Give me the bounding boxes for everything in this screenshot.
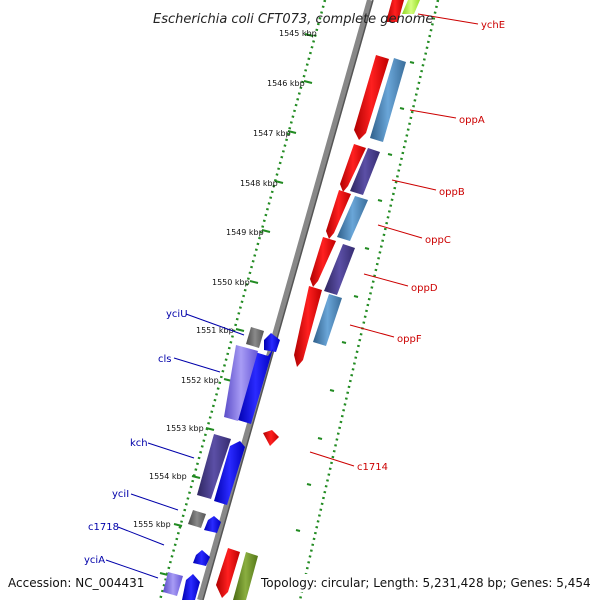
footer-accession: Accession: NC_004431	[8, 576, 144, 590]
gene-label-yciU[interactable]: yciU	[166, 309, 188, 320]
gene-label-c1714[interactable]: c1714	[357, 462, 388, 473]
reverse-gene-labels: yciU cls kch yciI c1718 yciA	[84, 309, 188, 566]
gene-label-cls[interactable]: cls	[158, 354, 172, 365]
footer-topology: Topology: circular; Length: 5,231,428 bp…	[260, 576, 591, 590]
cds-forward-bottom[interactable]	[216, 548, 240, 598]
footer-backdrop-left	[4, 574, 144, 592]
gene-label-kch[interactable]: kch	[130, 438, 148, 449]
cds-oppD[interactable]	[310, 237, 336, 287]
footer-backdrop-right	[258, 574, 596, 592]
cog-oppA	[370, 58, 406, 142]
cog-oppC	[337, 196, 368, 241]
tick-label-1547: 1547 kbp	[253, 129, 291, 138]
cog-oppD	[324, 244, 355, 295]
map-title: Escherichia coli CFT073, complete genome	[153, 12, 433, 27]
cog-yciA	[163, 572, 183, 596]
forward-label-leaders	[309, 13, 479, 467]
cds-oppC[interactable]	[326, 190, 351, 239]
cog-cls	[224, 345, 258, 421]
gene-label-oppD[interactable]: oppD	[411, 283, 438, 294]
cog-reverse-features	[163, 327, 264, 596]
tick-marks	[159, 33, 415, 576]
tick-label-1549: 1549 kbp	[226, 228, 264, 237]
cog-ychE	[402, 0, 420, 14]
gene-label-yciA[interactable]: yciA	[84, 555, 105, 566]
tick-label-1551: 1551 kbp	[196, 326, 234, 335]
cds-cls[interactable]	[238, 349, 273, 424]
cds-yciA[interactable]	[182, 574, 200, 600]
tick-label-1553: 1553 kbp	[166, 424, 204, 433]
genome-backbone-shade	[202, 0, 374, 600]
gene-label-oppA[interactable]: oppA	[459, 115, 485, 126]
gene-label-oppF[interactable]: oppF	[397, 334, 422, 345]
cog-yciU	[246, 327, 264, 348]
cog-yciI	[188, 510, 206, 528]
cds-oppA[interactable]	[354, 55, 389, 140]
cog-oppF	[313, 294, 342, 346]
cds-ychE[interactable]	[386, 0, 404, 22]
cds-yciU[interactable]	[264, 333, 280, 352]
gene-label-oppC[interactable]: oppC	[425, 235, 451, 246]
tick-label-1554: 1554 kbp	[149, 472, 187, 481]
reverse-cds-features	[182, 333, 280, 600]
cog-forward-features	[233, 0, 420, 600]
tick-label-1545: 1545 kbp	[279, 29, 317, 38]
cog-bottom	[233, 552, 258, 600]
tick-track-inner	[158, 0, 327, 600]
forward-cds-features	[216, 0, 404, 598]
tick-track-outer	[298, 0, 440, 600]
tick-label-1555: 1555 kbp	[133, 520, 171, 529]
tick-label-1552: 1552 kbp	[181, 376, 219, 385]
genome-backbone	[197, 0, 373, 600]
gene-label-ychE[interactable]: ychE	[481, 20, 505, 31]
tick-label-1550: 1550 kbp	[212, 278, 250, 287]
gene-label-oppB[interactable]: oppB	[439, 187, 465, 198]
gene-label-yciI[interactable]: yciI	[112, 489, 129, 500]
tick-label-1548: 1548 kbp	[240, 179, 278, 188]
cds-oppB[interactable]	[340, 144, 366, 192]
cds-yciI[interactable]	[204, 516, 221, 533]
cds-c1714[interactable]	[263, 430, 279, 446]
tick-labels: 1545 kbp 1546 kbp 1547 kbp 1548 kbp 1549…	[133, 29, 317, 529]
cds-kch[interactable]	[214, 441, 245, 505]
gene-label-c1718[interactable]: c1718	[88, 522, 119, 533]
forward-gene-labels: ychE oppA oppB oppC oppD oppF c1714	[357, 20, 505, 473]
tick-label-1546: 1546 kbp	[267, 79, 305, 88]
cog-oppB	[350, 148, 380, 195]
cds-c1718[interactable]	[193, 550, 210, 566]
reverse-label-leaders	[105, 313, 245, 579]
cds-oppF[interactable]	[294, 286, 322, 367]
cog-kch	[197, 434, 231, 499]
